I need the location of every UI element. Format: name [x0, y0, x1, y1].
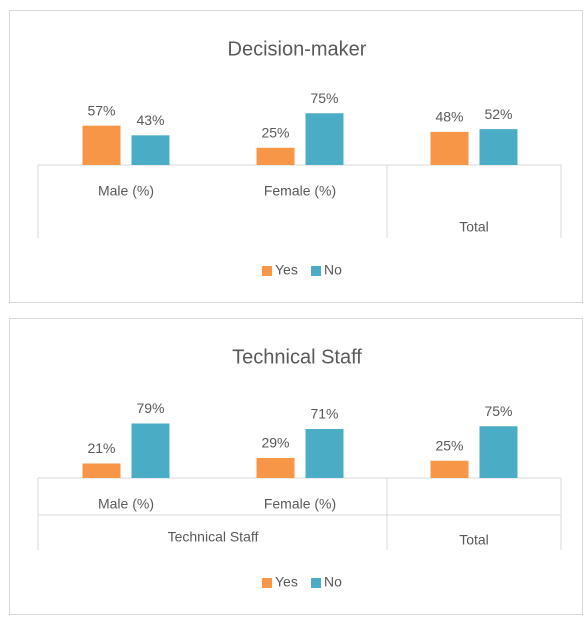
data-label: 57%	[87, 102, 115, 118]
legend-label: Yes	[275, 262, 298, 278]
data-label: 25%	[261, 124, 289, 140]
legend-label: No	[324, 574, 342, 590]
legend-swatch	[262, 266, 272, 276]
bar	[82, 463, 121, 478]
data-label: 52%	[484, 106, 512, 122]
bar	[305, 113, 344, 165]
x-tick-label: Total	[459, 219, 489, 235]
bar	[479, 129, 518, 165]
bar	[131, 135, 170, 165]
bar	[256, 457, 295, 478]
data-label: 75%	[310, 90, 338, 106]
x-tick-label: Total	[459, 532, 489, 548]
data-label: 29%	[261, 435, 289, 451]
legend-swatch	[311, 578, 321, 588]
x-tick-label: Female (%)	[264, 496, 336, 512]
bar	[82, 125, 121, 165]
x-tick-label: Female (%)	[264, 183, 336, 199]
data-label: 79%	[136, 400, 164, 416]
data-label: 25%	[435, 437, 463, 453]
legend-swatch	[262, 578, 272, 588]
bar	[479, 426, 518, 478]
data-label: 48%	[435, 109, 463, 125]
data-label: 75%	[484, 403, 512, 419]
bar	[305, 429, 344, 478]
data-label: 71%	[310, 406, 338, 422]
data-label: 21%	[87, 440, 115, 456]
bar	[131, 423, 170, 478]
bar	[430, 131, 469, 165]
data-label: 43%	[136, 112, 164, 128]
x-tick-label: Male (%)	[98, 496, 154, 512]
group-label: Technical Staff	[168, 529, 259, 545]
legend-label: Yes	[275, 574, 298, 590]
bar	[430, 460, 469, 478]
x-tick-label: Male (%)	[98, 183, 154, 199]
chart-title: Technical Staff	[232, 346, 362, 368]
chart-title: Decision-maker	[228, 38, 367, 60]
legend-label: No	[324, 262, 342, 278]
legend-swatch	[311, 266, 321, 276]
bar	[256, 147, 295, 165]
